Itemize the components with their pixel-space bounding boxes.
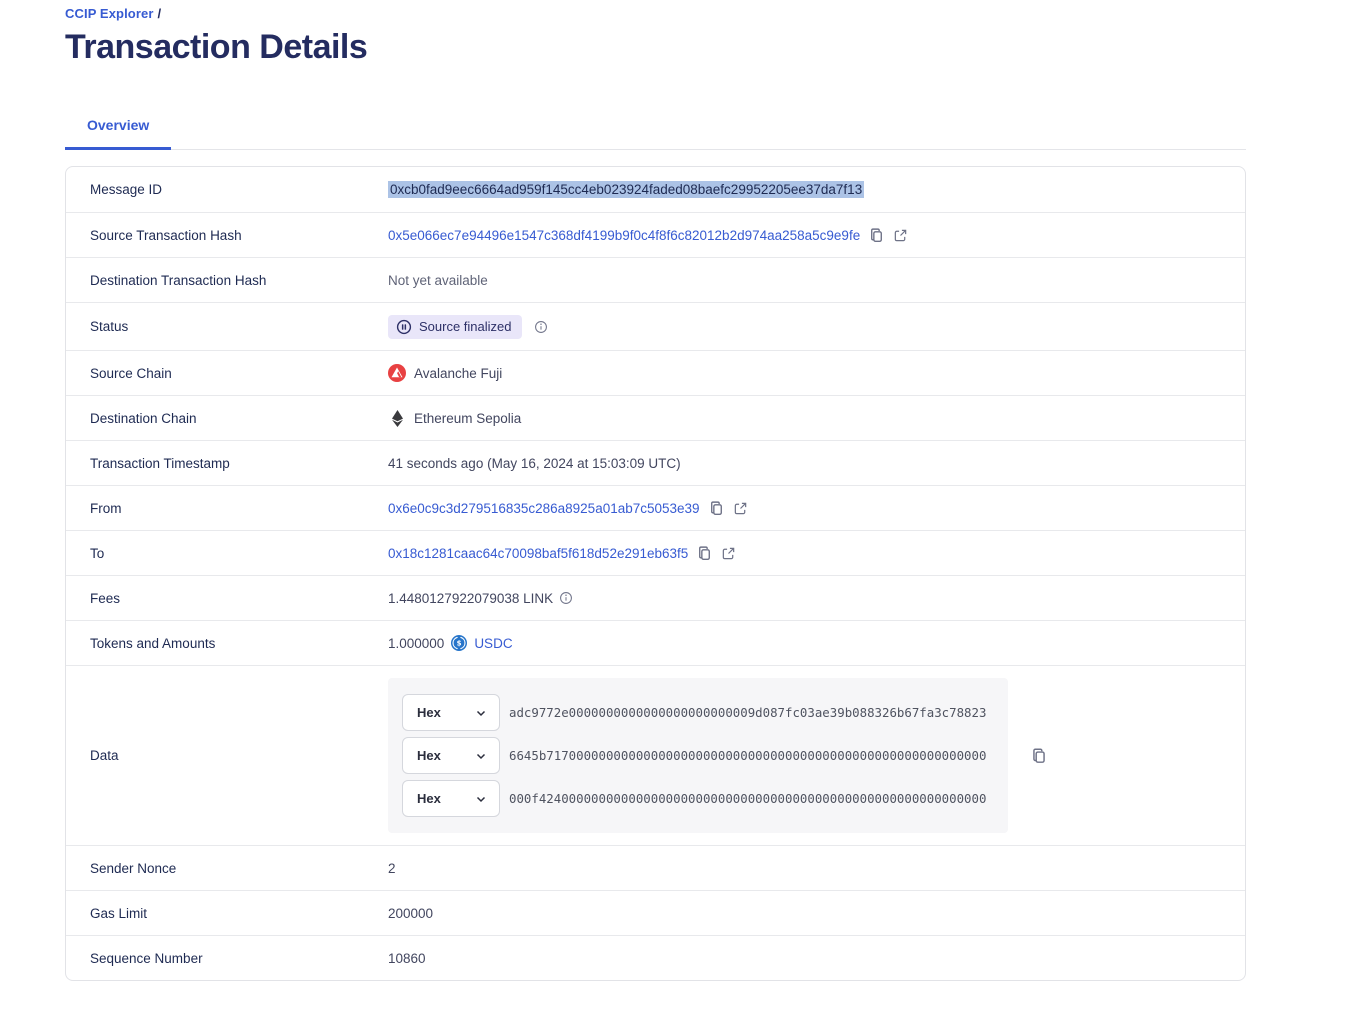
data-label: Data bbox=[66, 748, 388, 763]
source-chain-name: Avalanche Fuji bbox=[414, 366, 502, 381]
message-id-value: 0xcb0fad9eec6664ad959f145cc4eb023924fade… bbox=[388, 181, 864, 198]
fees-value: 1.4480127922079038 LINK bbox=[388, 591, 553, 606]
data-format-value: Hex bbox=[417, 791, 441, 806]
row-timestamp: Transaction Timestamp 41 seconds ago (Ma… bbox=[66, 440, 1245, 485]
external-link-icon[interactable] bbox=[733, 501, 748, 516]
dest-chain-name: Ethereum Sepolia bbox=[414, 411, 521, 426]
sender-nonce-value: 2 bbox=[388, 861, 396, 876]
row-dest-chain: Destination Chain Ethereum Sepolia bbox=[66, 395, 1245, 440]
tab-overview[interactable]: Overview bbox=[65, 105, 171, 150]
chevron-down-icon bbox=[475, 707, 487, 719]
tokens-label: Tokens and Amounts bbox=[66, 636, 388, 651]
breadcrumb-ccip-explorer-link[interactable]: CCIP Explorer bbox=[65, 6, 153, 21]
external-link-icon[interactable] bbox=[721, 546, 736, 561]
status-badge-text: Source finalized bbox=[419, 319, 512, 334]
data-format-value: Hex bbox=[417, 748, 441, 763]
chevron-down-icon bbox=[475, 750, 487, 762]
data-line: Hex 6645b7170000000000000000000000000000… bbox=[402, 737, 994, 774]
status-label: Status bbox=[66, 319, 388, 334]
row-status: Status Source finalized bbox=[66, 302, 1245, 350]
usdc-logo-icon: $ bbox=[451, 635, 467, 651]
pause-circle-icon bbox=[396, 319, 412, 335]
token-usdc-link[interactable]: USDC bbox=[474, 636, 512, 651]
data-line: Hex adc9772e0000000000000000000000009d08… bbox=[402, 694, 994, 731]
sequence-number-value: 10860 bbox=[388, 951, 426, 966]
gas-limit-label: Gas Limit bbox=[66, 906, 388, 921]
row-sender-nonce: Sender Nonce 2 bbox=[66, 845, 1245, 890]
info-circle-icon[interactable] bbox=[534, 320, 548, 334]
breadcrumb-separator: / bbox=[157, 6, 161, 21]
gas-limit-value: 200000 bbox=[388, 906, 433, 921]
source-tx-hash-link[interactable]: 0x5e066ec7e94496e1547c368df4199b9f0c4f8f… bbox=[388, 228, 860, 243]
row-sequence-number: Sequence Number 10860 bbox=[66, 935, 1245, 980]
copy-icon[interactable] bbox=[696, 545, 713, 562]
row-fees: Fees 1.4480127922079038 LINK bbox=[66, 575, 1245, 620]
data-format-select[interactable]: Hex bbox=[402, 737, 500, 774]
page-title: Transaction Details bbox=[65, 28, 1246, 67]
row-gas-limit: Gas Limit 200000 bbox=[66, 890, 1245, 935]
sender-nonce-label: Sender Nonce bbox=[66, 861, 388, 876]
row-source-tx-hash: Source Transaction Hash 0x5e066ec7e94496… bbox=[66, 212, 1245, 257]
row-to: To 0x18c1281caac64c70098baf5f618d52e291e… bbox=[66, 530, 1245, 575]
to-label: To bbox=[66, 546, 388, 561]
dest-tx-hash-label: Destination Transaction Hash bbox=[66, 273, 388, 288]
data-format-value: Hex bbox=[417, 705, 441, 720]
from-address-link[interactable]: 0x6e0c9c3d279516835c286a8925a01ab7c5053e… bbox=[388, 501, 700, 516]
info-circle-icon[interactable] bbox=[559, 591, 573, 605]
copy-icon[interactable] bbox=[1030, 747, 1048, 765]
svg-text:$: $ bbox=[457, 640, 462, 648]
ethereum-logo-icon bbox=[388, 410, 406, 427]
fees-label: Fees bbox=[66, 591, 388, 606]
status-badge: Source finalized bbox=[388, 315, 522, 339]
chevron-down-icon bbox=[475, 793, 487, 805]
copy-icon[interactable] bbox=[708, 500, 725, 517]
avalanche-logo-icon bbox=[388, 364, 406, 382]
from-label: From bbox=[66, 501, 388, 516]
sequence-number-label: Sequence Number bbox=[66, 951, 388, 966]
breadcrumb: CCIP Explorer / bbox=[65, 6, 1246, 21]
row-from: From 0x6e0c9c3d279516835c286a8925a01ab7c… bbox=[66, 485, 1245, 530]
data-hex-line: 000f424000000000000000000000000000000000… bbox=[509, 791, 986, 806]
row-tokens: Tokens and Amounts 1.000000 $ USDC bbox=[66, 620, 1245, 665]
transaction-details-page: CCIP Explorer / Transaction Details Overv… bbox=[65, 0, 1246, 981]
row-data: Data Hex adc9772e00000000000000000000000… bbox=[66, 665, 1245, 845]
source-tx-hash-label: Source Transaction Hash bbox=[66, 228, 388, 243]
row-message-id: Message ID 0xcb0fad9eec6664ad959f145cc4e… bbox=[66, 167, 1245, 212]
message-id-label: Message ID bbox=[66, 182, 388, 197]
data-hex-line: 6645b71700000000000000000000000000000000… bbox=[509, 748, 986, 763]
data-hex-box: Hex adc9772e0000000000000000000000009d08… bbox=[388, 678, 1008, 833]
timestamp-value: 41 seconds ago (May 16, 2024 at 15:03:09… bbox=[388, 456, 681, 471]
tab-bar: Overview bbox=[65, 105, 1246, 150]
to-address-link[interactable]: 0x18c1281caac64c70098baf5f618d52e291eb63… bbox=[388, 546, 688, 561]
row-source-chain: Source Chain Avalanche Fuji bbox=[66, 350, 1245, 395]
data-format-select[interactable]: Hex bbox=[402, 694, 500, 731]
token-amount: 1.000000 bbox=[388, 636, 444, 651]
timestamp-label: Transaction Timestamp bbox=[66, 456, 388, 471]
data-hex-line: adc9772e0000000000000000000000009d087fc0… bbox=[509, 705, 986, 720]
copy-icon[interactable] bbox=[868, 227, 885, 244]
external-link-icon[interactable] bbox=[893, 228, 908, 243]
data-line: Hex 000f42400000000000000000000000000000… bbox=[402, 780, 994, 817]
source-chain-label: Source Chain bbox=[66, 366, 388, 381]
dest-tx-hash-value: Not yet available bbox=[388, 273, 488, 288]
dest-chain-label: Destination Chain bbox=[66, 411, 388, 426]
transaction-details-card: Message ID 0xcb0fad9eec6664ad959f145cc4e… bbox=[65, 166, 1246, 981]
data-format-select[interactable]: Hex bbox=[402, 780, 500, 817]
row-dest-tx-hash: Destination Transaction Hash Not yet ava… bbox=[66, 257, 1245, 302]
